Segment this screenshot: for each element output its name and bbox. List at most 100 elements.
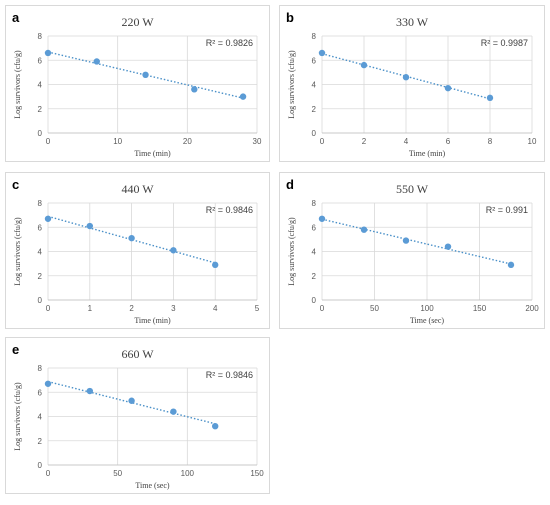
data-point xyxy=(86,387,94,395)
x-tick-label: 10 xyxy=(528,137,537,146)
x-tick-label: 2 xyxy=(129,304,134,313)
x-axis-label: Time (sec) xyxy=(135,481,169,490)
y-tick-label: 4 xyxy=(38,81,43,90)
data-point xyxy=(142,71,149,79)
y-axis-label: Log survivors (cfu/g) xyxy=(287,217,296,286)
panel-letter: e xyxy=(12,342,19,357)
chart-title: 550 W xyxy=(396,182,429,196)
y-tick-label: 0 xyxy=(38,296,43,305)
chart-panel-a: a 220 W 0 2 4 6 8 0 10 20 30 Time (min) Log survivor… xyxy=(5,5,270,162)
y-tick-label: 6 xyxy=(38,223,43,232)
data-point xyxy=(128,234,135,242)
x-tick-label: 5 xyxy=(255,304,260,313)
data-point xyxy=(212,423,219,430)
x-axis-label: Time (min) xyxy=(134,149,171,158)
x-tick-label: 3 xyxy=(171,304,176,313)
chart-title: 660 W xyxy=(121,347,154,361)
y-tick-label: 8 xyxy=(38,32,43,41)
x-tick-label: 2 xyxy=(362,137,367,146)
x-tick-label: 150 xyxy=(250,469,264,478)
y-axis-label: Log survivors (cfu/g) xyxy=(287,50,296,119)
x-tick-label: 30 xyxy=(253,137,262,146)
r-squared-label: R² = 0.9987 xyxy=(481,38,528,48)
y-tick-label: 8 xyxy=(38,199,43,208)
y-tick-label: 4 xyxy=(312,248,317,257)
y-tick-label: 2 xyxy=(312,105,317,114)
chart-panel-b: b 330 W 0 2 4 6 8 0 2 4 6 8 10 Time (min) Log survivor… xyxy=(279,5,545,162)
chart-title: 330 W xyxy=(396,15,429,29)
x-tick-label: 8 xyxy=(488,137,493,146)
y-tick-label: 2 xyxy=(38,437,43,446)
y-tick-label: 2 xyxy=(312,272,317,281)
y-tick-label: 4 xyxy=(38,248,43,257)
panel-letter: c xyxy=(12,177,19,192)
x-tick-label: 0 xyxy=(46,137,51,146)
data-point xyxy=(507,261,515,269)
x-tick-label: 100 xyxy=(181,469,195,478)
r-squared-label: R² = 0.9826 xyxy=(206,38,253,48)
chart-title: 220 W xyxy=(121,15,154,29)
r-squared-label: R² = 0.9846 xyxy=(206,205,253,215)
chart-svg: b 330 W 0 2 4 6 8 0 2 4 6 8 10 Time (min) Log survivor… xyxy=(286,10,537,158)
chart-panel-c: c 440 W 0 2 4 6 8 0 1 2 3 4 5 Time (min) Log survivors… xyxy=(5,172,270,329)
y-axis-label: Log survivors (cfu/g) xyxy=(13,382,22,451)
x-tick-label: 0 xyxy=(46,304,51,313)
panel-letter: b xyxy=(286,10,294,25)
x-tick-label: 0 xyxy=(320,304,325,313)
data-point xyxy=(170,408,177,415)
r-squared-label: R² = 0.991 xyxy=(486,205,528,215)
x-tick-label: 50 xyxy=(370,304,379,313)
x-tick-label: 200 xyxy=(525,304,539,313)
x-tick-label: 4 xyxy=(404,137,409,146)
data-point xyxy=(44,380,52,387)
x-tick-label: 150 xyxy=(473,304,487,313)
y-tick-label: 4 xyxy=(312,81,317,90)
chart-svg: c 440 W 0 2 4 6 8 0 1 2 3 4 5 Time (min) Log survivors… xyxy=(12,177,260,325)
y-tick-label: 6 xyxy=(38,56,43,65)
data-point xyxy=(86,222,94,230)
y-tick-label: 8 xyxy=(312,32,317,41)
data-point xyxy=(212,261,219,269)
x-tick-label: 6 xyxy=(446,137,451,146)
y-tick-label: 8 xyxy=(38,364,43,373)
y-tick-label: 0 xyxy=(312,129,317,138)
x-tick-label: 1 xyxy=(88,304,93,313)
y-tick-label: 0 xyxy=(38,129,43,138)
data-point xyxy=(444,84,452,92)
panel-letter: d xyxy=(286,177,294,192)
data-point xyxy=(360,226,368,233)
x-tick-label: 10 xyxy=(113,137,122,146)
chart-svg: d 550 W 0 2 4 6 8 0 50 100 150 200 Time (sec) Log sur… xyxy=(286,177,539,325)
data-point xyxy=(93,58,100,65)
y-tick-label: 2 xyxy=(38,272,43,281)
chart-panel-d: d 550 W 0 2 4 6 8 0 50 100 150 200 Time (sec) Log sur… xyxy=(279,172,545,329)
data-point xyxy=(239,93,247,100)
data-point xyxy=(318,215,326,222)
x-axis-label: Time (sec) xyxy=(410,316,444,325)
data-point xyxy=(402,74,410,81)
y-tick-label: 0 xyxy=(312,296,317,305)
x-tick-label: 4 xyxy=(213,304,218,313)
data-point xyxy=(444,243,452,250)
data-point xyxy=(402,237,410,244)
y-axis-label: Log survivors (cfu/g) xyxy=(13,50,22,119)
data-point xyxy=(44,215,52,222)
x-tick-label: 0 xyxy=(46,469,51,478)
data-point xyxy=(170,247,177,254)
panel-letter: a xyxy=(12,10,20,25)
x-tick-label: 50 xyxy=(113,469,122,478)
data-point xyxy=(486,94,494,102)
x-axis-label: Time (min) xyxy=(134,316,171,325)
trendline xyxy=(47,215,216,264)
y-tick-label: 4 xyxy=(38,413,43,422)
x-tick-label: 0 xyxy=(320,137,325,146)
data-point xyxy=(360,61,368,69)
data-point xyxy=(191,86,198,93)
y-axis-label: Log survivors (cfu/g) xyxy=(13,217,22,286)
chart-svg: a 220 W 0 2 4 6 8 0 10 20 30 Time (min) Log survivor… xyxy=(12,10,262,158)
data-point xyxy=(318,49,326,57)
trendline xyxy=(47,380,216,425)
y-tick-label: 6 xyxy=(38,388,43,397)
trendline xyxy=(321,218,512,265)
x-tick-label: 100 xyxy=(420,304,434,313)
